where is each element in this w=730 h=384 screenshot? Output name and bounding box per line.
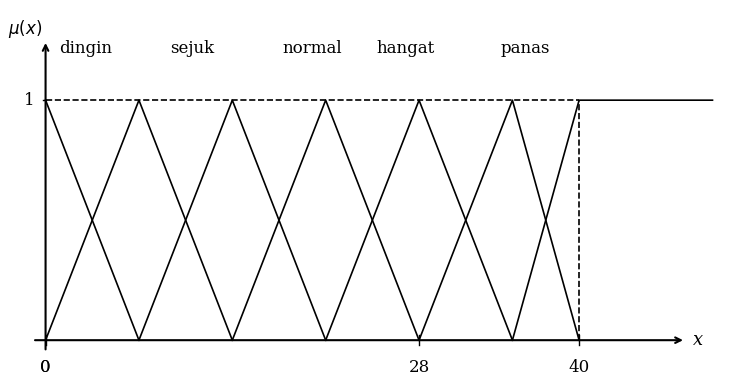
Text: x: x [693, 331, 702, 349]
Text: 0: 0 [40, 359, 51, 376]
Text: sejuk: sejuk [170, 40, 215, 57]
Text: dingin: dingin [59, 40, 112, 57]
Text: $\mu(x)$: $\mu(x)$ [9, 18, 42, 40]
Text: 0: 0 [40, 359, 51, 376]
Text: normal: normal [283, 40, 342, 57]
Text: panas: panas [501, 40, 550, 57]
Text: 40: 40 [569, 359, 590, 376]
Text: hangat: hangat [377, 40, 435, 57]
Text: 28: 28 [408, 359, 430, 376]
Text: 1: 1 [24, 92, 35, 109]
